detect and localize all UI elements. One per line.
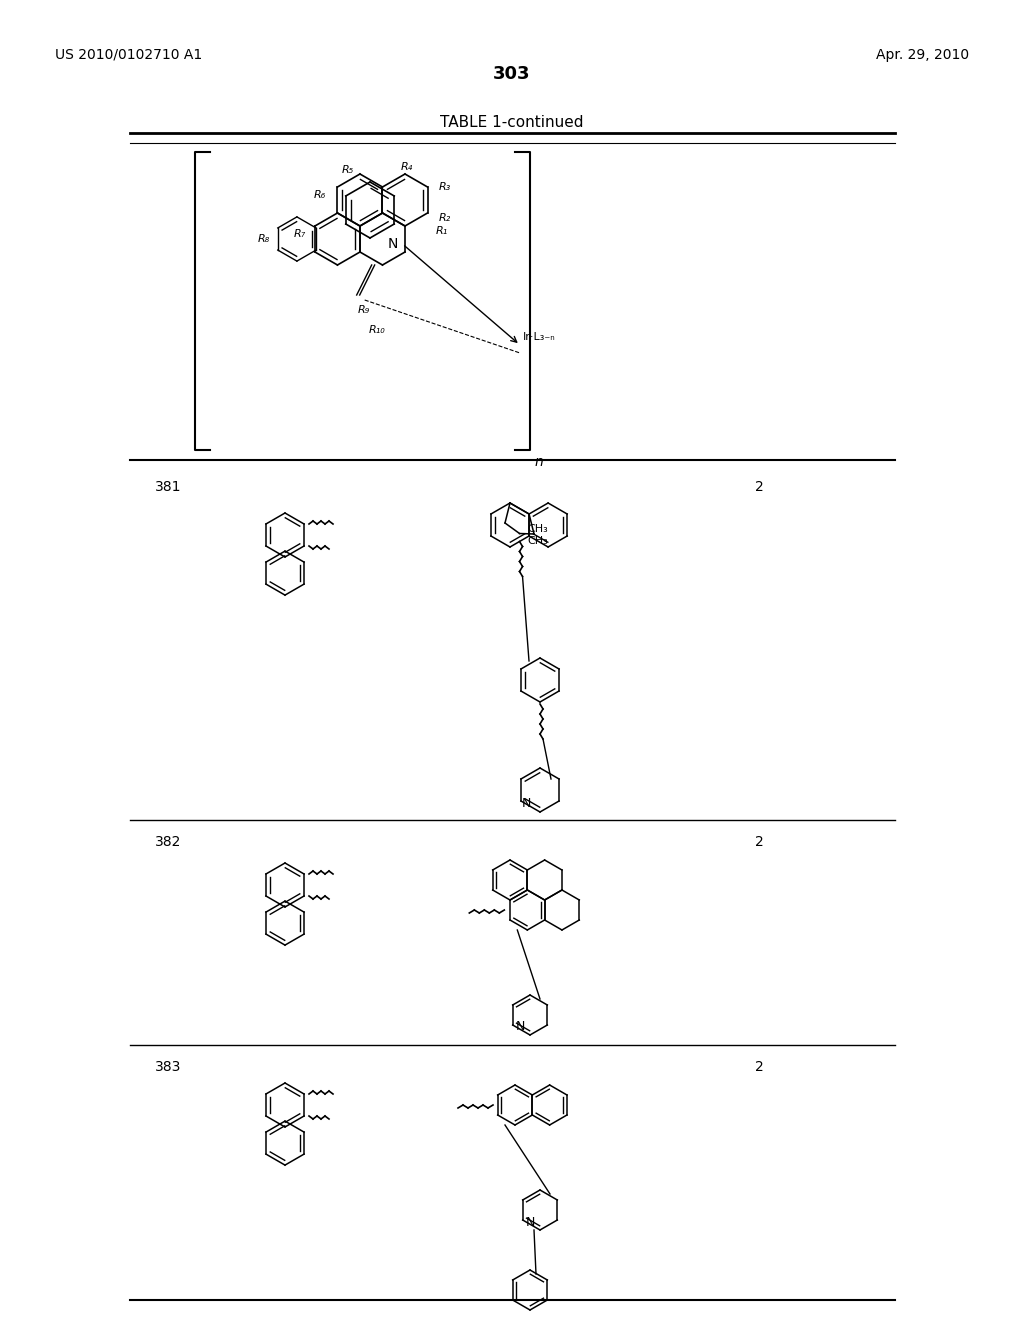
Text: R₁₀: R₁₀ bbox=[369, 325, 386, 335]
Text: CH₃: CH₃ bbox=[527, 536, 548, 546]
Text: R₄: R₄ bbox=[400, 162, 413, 172]
Text: R₂: R₂ bbox=[439, 213, 452, 223]
Text: 382: 382 bbox=[155, 836, 181, 849]
Text: R₉: R₉ bbox=[357, 305, 370, 315]
Text: 303: 303 bbox=[494, 65, 530, 83]
Text: 381: 381 bbox=[155, 480, 181, 494]
Text: n: n bbox=[535, 455, 544, 469]
Text: R₆: R₆ bbox=[313, 190, 326, 201]
Text: 2: 2 bbox=[755, 836, 764, 849]
Text: N: N bbox=[387, 238, 397, 251]
Text: Apr. 29, 2010: Apr. 29, 2010 bbox=[876, 48, 969, 62]
Text: TABLE 1-continued: TABLE 1-continued bbox=[440, 115, 584, 129]
Text: N: N bbox=[515, 1020, 524, 1034]
Text: R₅: R₅ bbox=[342, 165, 354, 176]
Text: 383: 383 bbox=[155, 1060, 181, 1074]
Text: R₃: R₃ bbox=[439, 182, 452, 191]
Text: Ir·L₃₋ₙ: Ir·L₃₋ₙ bbox=[523, 333, 556, 342]
Text: 2: 2 bbox=[755, 1060, 764, 1074]
Text: R₈: R₈ bbox=[258, 234, 269, 244]
Text: N: N bbox=[522, 797, 531, 809]
Text: R₇: R₇ bbox=[294, 228, 306, 239]
Text: R₁: R₁ bbox=[436, 226, 449, 236]
Text: US 2010/0102710 A1: US 2010/0102710 A1 bbox=[55, 48, 203, 62]
Text: 2: 2 bbox=[755, 480, 764, 494]
Text: N: N bbox=[525, 1216, 535, 1229]
Text: CH₃: CH₃ bbox=[527, 524, 548, 533]
